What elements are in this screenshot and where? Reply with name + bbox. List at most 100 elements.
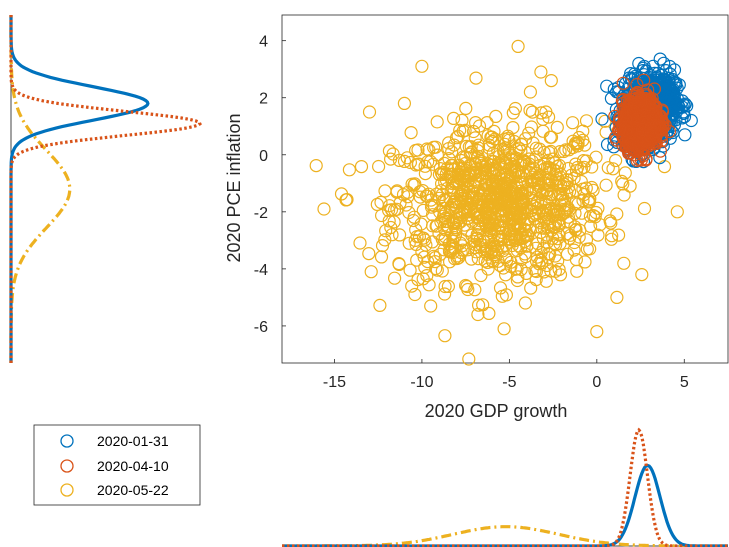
data-point <box>520 182 535 196</box>
data-point <box>468 283 482 297</box>
data-point <box>470 151 484 165</box>
data-point <box>534 196 548 210</box>
data-point <box>553 145 567 159</box>
data-point <box>508 101 523 116</box>
data-point <box>404 126 418 140</box>
data-point <box>447 230 461 245</box>
data-point <box>516 197 530 211</box>
data-point <box>522 126 536 140</box>
data-point <box>576 154 591 168</box>
data-point <box>551 172 565 186</box>
data-point <box>478 207 493 221</box>
data-point <box>445 145 459 159</box>
data-point <box>505 182 519 196</box>
data-point <box>430 115 444 129</box>
legend-label: 2020-01-31 <box>97 433 169 449</box>
data-point <box>514 138 529 152</box>
data-point <box>451 129 465 143</box>
data-point <box>471 192 486 206</box>
data-point <box>567 235 582 250</box>
x-tick-label: -15 <box>323 374 346 391</box>
data-point <box>529 141 543 155</box>
y-tick-label: -6 <box>254 319 268 336</box>
data-point <box>532 257 546 271</box>
data-point <box>630 153 644 168</box>
data-point <box>511 39 525 54</box>
data-point <box>466 124 481 139</box>
data-point <box>518 296 533 310</box>
data-point <box>375 239 390 253</box>
data-point <box>461 167 475 181</box>
data-point <box>480 175 494 189</box>
data-point <box>426 157 440 171</box>
data-point <box>421 255 435 269</box>
data-point <box>485 217 500 231</box>
data-point <box>566 140 580 155</box>
data-point <box>392 153 406 167</box>
data-point <box>415 59 429 73</box>
y-marginal-density-panel <box>9 15 202 363</box>
data-point <box>568 220 582 234</box>
x-tick-label: 0 <box>592 374 601 391</box>
data-point <box>499 288 513 302</box>
data-point <box>438 207 452 221</box>
data-point <box>309 159 323 173</box>
data-point <box>446 216 460 230</box>
data-point <box>524 174 538 188</box>
data-point <box>561 161 576 176</box>
data-point <box>543 247 557 261</box>
data-point <box>442 136 456 150</box>
data-point <box>529 241 543 255</box>
data-point <box>469 71 483 85</box>
data-point <box>374 195 388 209</box>
data-point <box>561 210 576 224</box>
data-point <box>486 255 500 269</box>
data-point <box>630 117 644 131</box>
data-point <box>392 257 406 271</box>
data-point <box>374 250 389 264</box>
data-point <box>653 151 667 165</box>
data-point <box>481 255 495 269</box>
data-point <box>611 228 626 242</box>
data-point <box>334 187 349 201</box>
data-point <box>481 129 495 143</box>
data-point <box>670 205 684 219</box>
data-point <box>550 120 564 135</box>
legend-entry: 2020-05-22 <box>60 482 169 498</box>
data-point <box>489 109 503 124</box>
data-point <box>548 264 563 278</box>
data-point <box>600 137 615 152</box>
data-point <box>469 115 483 130</box>
data-point <box>537 157 551 171</box>
data-point <box>379 224 393 238</box>
data-point <box>362 247 376 261</box>
legend-label: 2020-05-22 <box>97 482 169 498</box>
data-point <box>557 144 571 159</box>
data-point <box>403 263 417 277</box>
data-point <box>485 199 499 213</box>
y-axis-ticks: -6 -4 -2 0 2 4 <box>254 34 286 336</box>
data-point <box>580 242 594 256</box>
data-point <box>438 279 452 294</box>
data-point <box>552 216 566 230</box>
data-point <box>472 298 486 312</box>
data-point <box>649 129 663 143</box>
data-point <box>616 76 630 90</box>
data-point <box>604 216 618 230</box>
data-point <box>567 243 581 257</box>
data-point <box>385 228 399 242</box>
data-point <box>487 246 501 260</box>
data-point <box>455 113 469 128</box>
data-point <box>473 172 487 187</box>
data-point <box>456 124 470 138</box>
data-point <box>424 193 438 207</box>
data-point <box>482 306 496 320</box>
data-point <box>482 219 497 233</box>
data-point <box>520 239 534 253</box>
data-point <box>583 219 598 233</box>
data-point <box>471 307 485 322</box>
data-point <box>591 228 605 242</box>
data-point <box>678 128 692 142</box>
data-point <box>577 160 591 174</box>
